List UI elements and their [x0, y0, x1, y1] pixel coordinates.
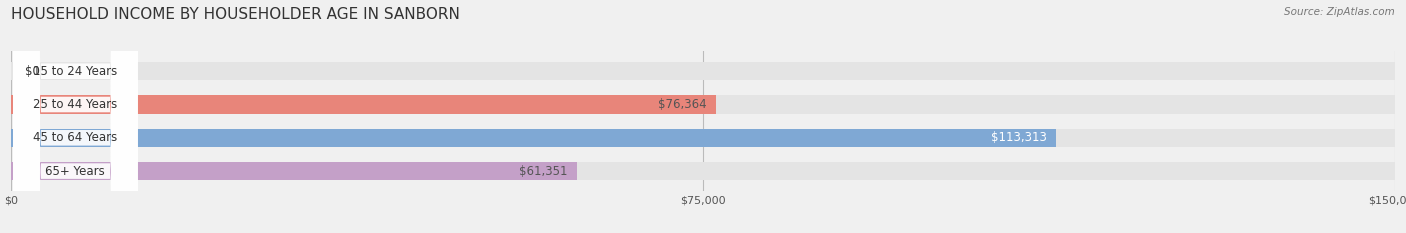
Text: 25 to 44 Years: 25 to 44 Years	[34, 98, 118, 111]
Text: 65+ Years: 65+ Years	[45, 164, 105, 178]
Text: $61,351: $61,351	[519, 164, 568, 178]
Text: $113,313: $113,313	[991, 131, 1047, 144]
Text: $0: $0	[25, 65, 39, 78]
Text: $76,364: $76,364	[658, 98, 706, 111]
FancyBboxPatch shape	[13, 0, 138, 233]
FancyBboxPatch shape	[13, 0, 138, 233]
Bar	[11, 95, 716, 114]
FancyBboxPatch shape	[13, 0, 138, 233]
Text: HOUSEHOLD INCOME BY HOUSEHOLDER AGE IN SANBORN: HOUSEHOLD INCOME BY HOUSEHOLDER AGE IN S…	[11, 7, 460, 22]
Bar	[11, 162, 1395, 180]
Bar	[11, 162, 576, 180]
Text: Source: ZipAtlas.com: Source: ZipAtlas.com	[1284, 7, 1395, 17]
Bar	[11, 129, 1056, 147]
Text: 15 to 24 Years: 15 to 24 Years	[34, 65, 118, 78]
Bar	[11, 62, 1395, 80]
Text: 45 to 64 Years: 45 to 64 Years	[34, 131, 118, 144]
Bar	[11, 129, 1395, 147]
FancyBboxPatch shape	[13, 0, 138, 233]
Bar	[11, 95, 1395, 114]
